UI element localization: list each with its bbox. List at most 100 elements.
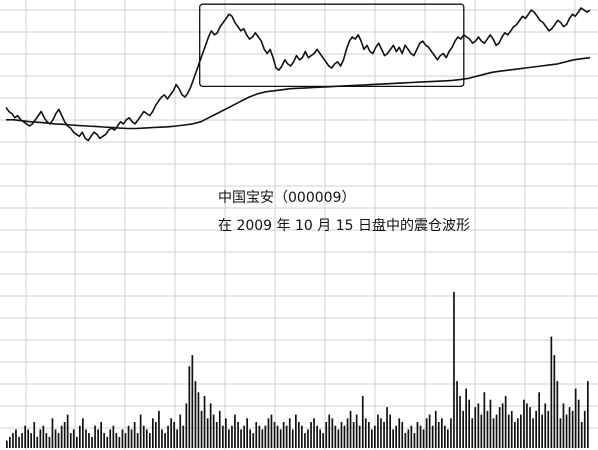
volume-bar [200,410,203,448]
volume-bar [334,425,337,448]
volume-bar [152,418,154,448]
volume-bar [498,407,501,448]
volume-bar [66,414,69,448]
volume-bar [495,414,498,448]
volume-bar [529,407,531,448]
volume-bar [358,425,361,448]
volume-bars [6,292,589,448]
volume-bar [18,436,20,448]
volume-bar [39,429,42,448]
volume-bar [276,425,279,448]
price-line [5,7,591,142]
volume-bar [69,433,72,448]
volume-bar [583,410,586,448]
consolidation-box [199,3,465,88]
volume-bar [209,403,212,448]
price-series-line [5,7,591,142]
volume-bar [386,407,388,448]
volume-bar [112,425,115,448]
volume-bar [72,429,75,448]
volume-bar [377,414,379,448]
volume-bar [313,418,315,448]
volume-bar [279,429,282,448]
volume-bar [48,436,51,448]
volume-bar [389,414,391,448]
volume-bar [197,392,200,448]
volume-bar [15,429,17,448]
volume-bar [434,410,437,448]
volume-bar [103,433,105,448]
volume-bar [298,422,300,448]
volume-bar [407,429,410,448]
volume-bar [288,418,291,448]
volume-bar [155,422,157,448]
volume-bar [185,403,188,448]
volume-bar [437,422,440,448]
volume-bar [188,366,191,448]
volume-bar [295,414,297,448]
volume-bar [459,396,461,448]
volume-bar [212,414,215,448]
volume-bar [368,422,370,448]
volume-bar [12,433,14,448]
volume-bar [267,418,270,448]
volume-bar [337,429,340,448]
volume-bar [504,396,507,448]
volume-bar [215,422,218,448]
volume-bar [170,418,172,448]
volume-bar [258,425,261,448]
chart-caption-description: 在 2009 年 10 月 15 日盘中的震仓波形 [218,218,470,234]
volume-bar [507,414,510,448]
volume-bar [340,422,343,448]
volume-bar [456,381,458,448]
volume-bar [240,429,242,448]
volume-bar [33,422,36,448]
volume-bar [149,433,151,448]
volume-bar [371,429,373,448]
volume-bar [100,422,102,448]
volume-bar [282,422,285,448]
volume-bar [106,436,109,448]
volume-bar [94,425,96,448]
volume-bar [194,381,197,448]
volume-bar [532,418,534,448]
volume-bar [161,429,163,448]
volume-bar [136,433,139,448]
volume-bar [79,425,81,448]
volume-bar [574,388,577,448]
volume-bar [249,429,251,448]
volume-bar [571,410,574,448]
volume-bar [164,433,166,448]
volume-bar [97,429,99,448]
volume-bar [222,425,224,448]
volume-bar [45,433,48,448]
volume-bar [54,429,57,448]
volume-bar [82,418,84,448]
volume-bar [63,422,66,448]
volume-bar [541,414,543,448]
volume-bar [176,429,178,448]
volume-bar [206,418,209,448]
volume-bar [535,410,537,448]
volume-bar [465,388,467,448]
volume-bar [307,429,309,448]
volume-bar [331,418,334,448]
volume-bar [115,433,118,448]
volume-bar [203,396,206,448]
volume-bar [444,425,446,448]
volume-bar [243,425,245,448]
volume-bar [349,410,352,448]
volume-bar [228,429,230,448]
volume-bar [514,422,516,448]
volume-bar [218,410,221,448]
annotation-box [199,3,465,88]
volume-bar [130,429,133,448]
volume-bar [587,381,589,448]
volume-bar [328,414,331,448]
volume-bar [361,396,364,448]
volume-bar [441,418,443,448]
chart-caption-title: 中国宝安（000009） [218,190,356,206]
volume-bar [30,433,32,448]
volume-bar [568,407,571,448]
